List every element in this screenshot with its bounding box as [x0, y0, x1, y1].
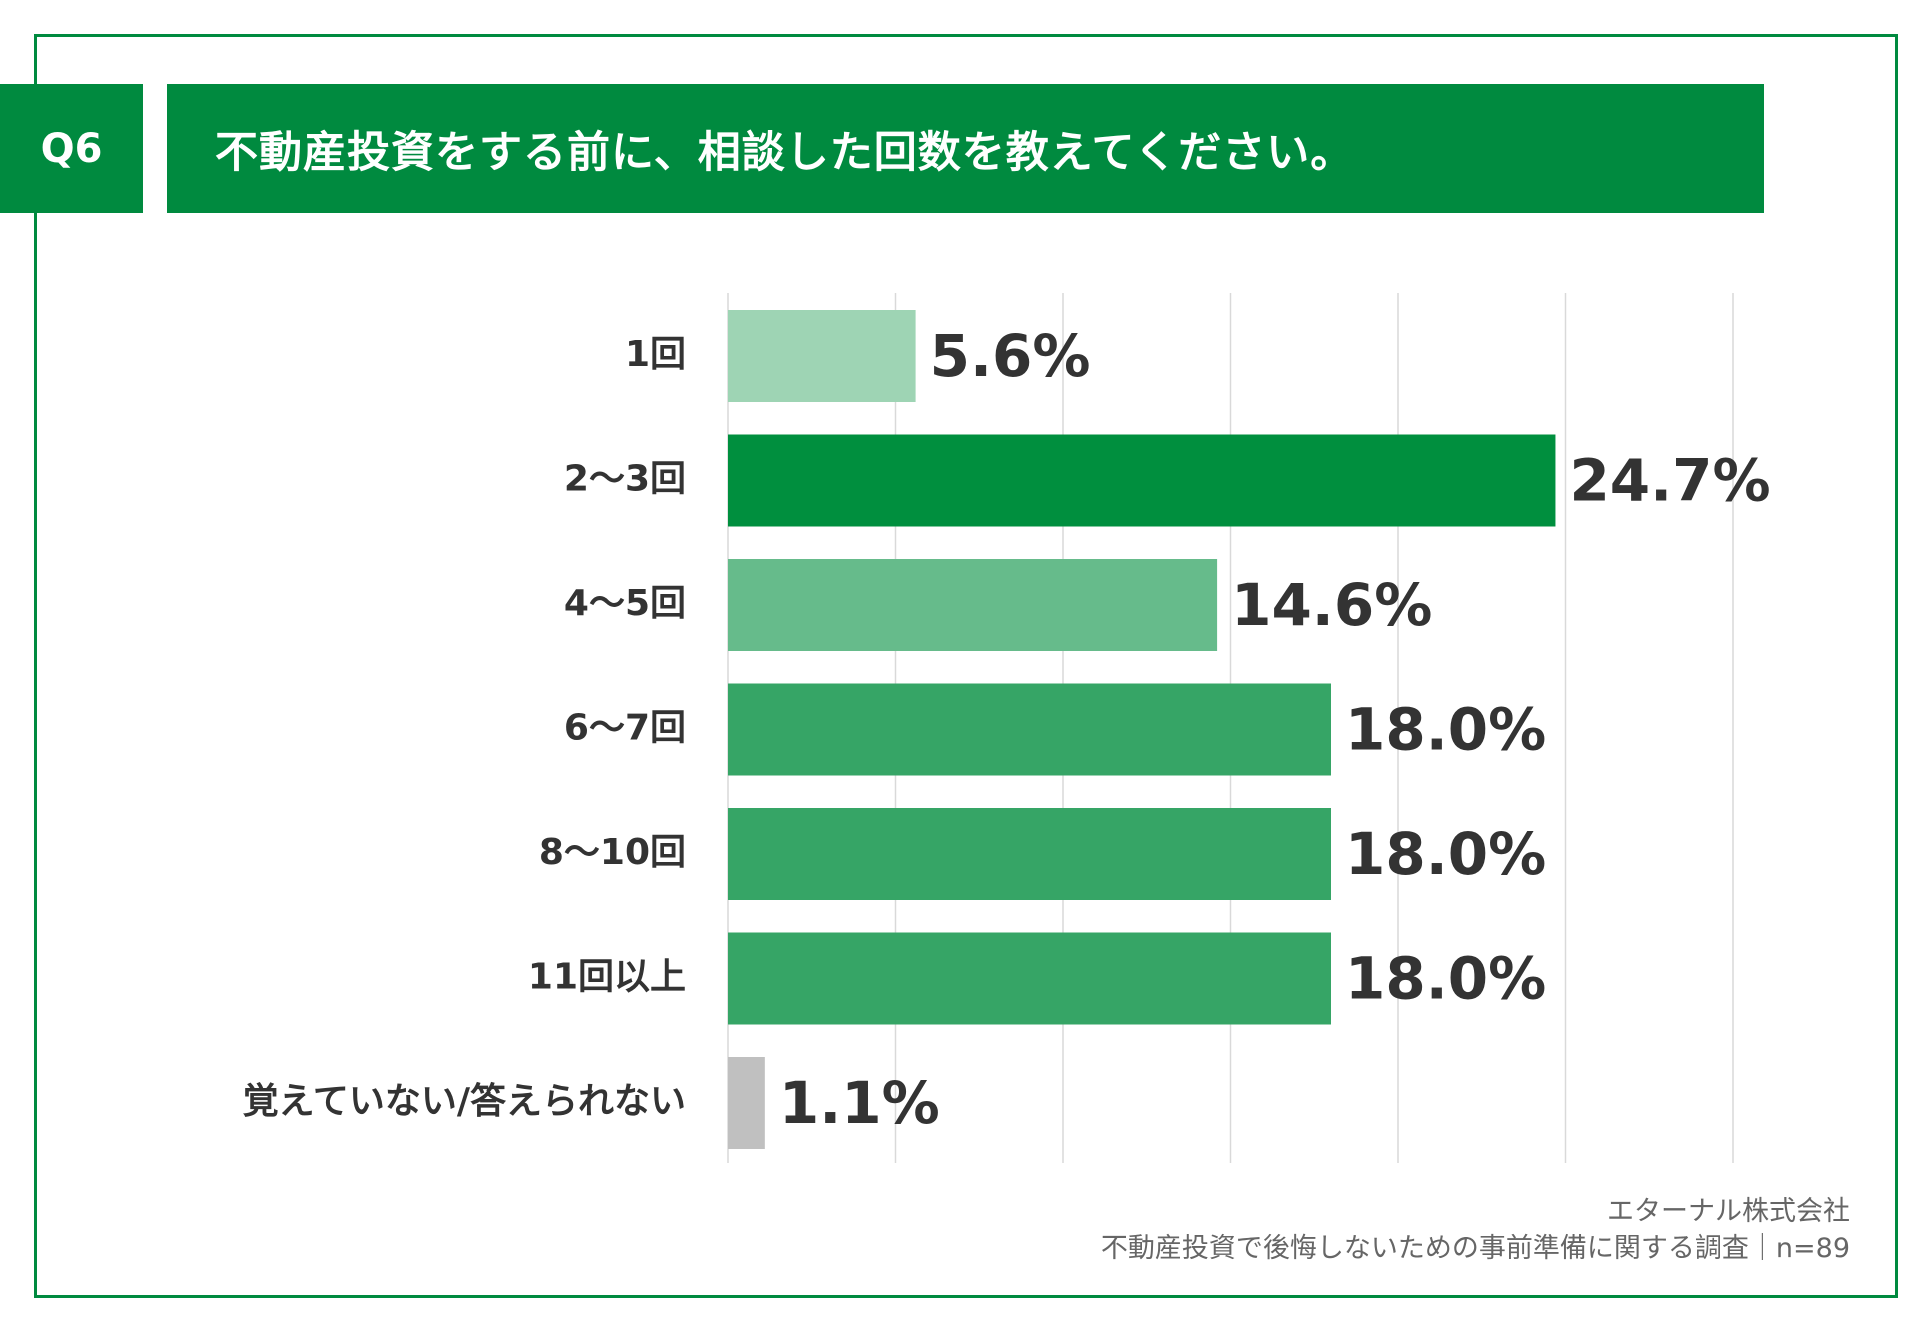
category-label: 1回 [625, 334, 686, 375]
value-label: 18.0% [1345, 820, 1546, 888]
source-survey: 不動産投資で後悔しないための事前準備に関する調査｜n=89 [1100, 1233, 1850, 1264]
bar [728, 559, 1218, 651]
bar [728, 310, 916, 402]
value-label: 5.6% [930, 322, 1091, 390]
question-number: Q6 [40, 125, 103, 172]
source-note: エターナル株式会社 不動産投資で後悔しないための事前準備に関する調査｜n=89 [1101, 1193, 1850, 1267]
value-label: 24.7% [1569, 447, 1770, 515]
bar [728, 808, 1331, 900]
value-label: 18.0% [1345, 696, 1546, 764]
category-label: 覚えていない/答えられない [243, 1081, 686, 1122]
category-label: 6〜7回 [564, 708, 686, 749]
value-label: 18.0% [1345, 945, 1546, 1013]
bar [728, 683, 1331, 776]
category-label: 8〜10回 [539, 832, 686, 873]
category-label: 2〜3回 [564, 459, 686, 500]
bar [728, 932, 1331, 1025]
question-title: 不動産投資をする前に、相談した回数を教えてください。 [215, 127, 1355, 178]
value-label: 1.1% [779, 1069, 940, 1137]
question-number-badge: Q6 [0, 84, 143, 213]
chart-frame [34, 34, 1898, 1298]
bar [728, 434, 1556, 527]
category-label: 11回以上 [528, 957, 686, 998]
bar [728, 1057, 765, 1149]
value-label: 14.6% [1231, 571, 1432, 639]
source-company: エターナル株式会社 [1607, 1196, 1850, 1227]
category-label: 4〜5回 [564, 583, 686, 624]
question-title-bar: 不動産投資をする前に、相談した回数を教えてください。 [167, 84, 1764, 213]
